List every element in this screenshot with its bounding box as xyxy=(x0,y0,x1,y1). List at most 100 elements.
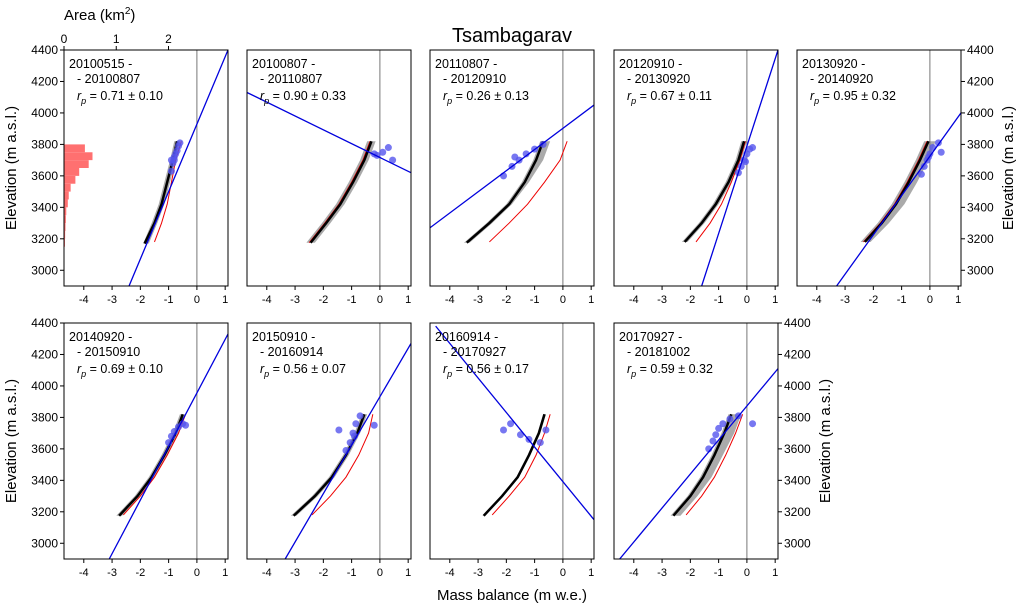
hypsometry-bar xyxy=(64,168,80,176)
x-tick-label: 1 xyxy=(222,294,228,306)
observation-point xyxy=(389,156,397,164)
svg-text:Area (km2): Area (km2) xyxy=(64,6,135,24)
hypsometry-bar xyxy=(64,223,66,231)
regression-line xyxy=(430,104,594,229)
observation-point xyxy=(379,148,387,156)
observation-point xyxy=(726,415,734,423)
x-tick-label: -4 xyxy=(79,567,89,579)
x-tick-label: -3 xyxy=(290,294,300,306)
x-tick-label: -1 xyxy=(347,567,357,579)
x-tick-label: 0 xyxy=(194,567,200,579)
x-tick-label: -1 xyxy=(164,294,174,306)
panel-2: -4 -3 -2 -1 0 1 20100807 -- 20110807 rp = 0.90 … xyxy=(246,49,412,306)
correlation-subscript: p xyxy=(263,96,269,106)
y-axis-label: Elevation (m a.s.l.) xyxy=(3,379,20,503)
correlation-subscript: p xyxy=(630,96,636,106)
y-tick-label: 3000 xyxy=(31,263,58,277)
correlation-symbol: r xyxy=(260,89,265,103)
x-tick-label: -4 xyxy=(262,567,272,579)
observation-point xyxy=(500,426,508,434)
y-tick-label: 4000 xyxy=(31,379,58,393)
model-mean-line xyxy=(683,140,746,243)
observation-point xyxy=(511,153,519,161)
correlation-subscript: p xyxy=(446,96,452,106)
period-end-label: - 20150910 xyxy=(77,345,140,359)
x-tick-label: -3 xyxy=(473,294,483,306)
y-axis-label-right: Elevation (m a.s.l.) xyxy=(817,379,834,503)
panels: -4 -3 -2 -1 0 1 3000 3200 3400 3600 3800 4000 4200 44… xyxy=(3,32,1017,579)
regression-line xyxy=(108,333,228,559)
x-tick-label: -4 xyxy=(629,294,639,306)
y-tick-label-right: 4200 xyxy=(784,347,811,361)
correlation-symbol: r xyxy=(443,362,448,376)
period-start-label: 20100515 - xyxy=(69,57,132,71)
x-tick-label: 1 xyxy=(955,294,961,306)
correlation-label: rp = 0.90 ± 0.33 xyxy=(260,89,346,106)
x-tick-label: 1 xyxy=(772,294,778,306)
y-tick-label: 3200 xyxy=(31,505,58,519)
model-mean-line xyxy=(672,413,733,517)
correlation-subscript: p xyxy=(80,96,86,106)
y-tick-label-right: 3800 xyxy=(967,137,994,151)
observation-point xyxy=(536,439,544,447)
correlation-value: = 0.67 ± 0.11 xyxy=(636,89,712,103)
correlation-value: = 0.71 ± 0.10 xyxy=(86,89,163,103)
y-tick-label: 3600 xyxy=(31,442,58,456)
model-alt-line xyxy=(685,414,744,516)
y-tick-label: 3200 xyxy=(31,232,58,246)
period-start-label: 20140920 - xyxy=(69,330,132,344)
panel-frame xyxy=(246,322,412,560)
y-tick-label: 3800 xyxy=(31,137,58,151)
model-alt-line xyxy=(489,141,568,243)
x-tick-label: -4 xyxy=(812,294,822,306)
plot-area xyxy=(435,323,594,559)
y-tick-label: 4200 xyxy=(31,347,58,361)
correlation-subscript: p xyxy=(813,96,819,106)
y-tick-label: 4000 xyxy=(31,106,58,120)
model-mean-line xyxy=(482,413,546,517)
hypsometry-bar xyxy=(64,199,68,208)
panel-frame xyxy=(613,322,779,560)
panel-9: -4 -3 -2 -1 0 1 3000 3200 3400 3600 3800 4000 4200 44… xyxy=(613,316,834,579)
correlation-subscript: p xyxy=(263,369,269,379)
period-end-label: - 20130920 xyxy=(627,72,690,86)
x-tick-label: -1 xyxy=(897,294,907,306)
x-tick-label: -1 xyxy=(347,294,357,306)
period-start-label: 20130920 - xyxy=(802,57,865,71)
area-axis-label: Area (km xyxy=(64,7,125,24)
x-tick-label: 0 xyxy=(377,567,383,579)
y-tick-label-right: 3200 xyxy=(967,232,994,246)
x-tick-label: -2 xyxy=(501,567,511,579)
panel-6: -4 -3 -2 -1 0 1 3000 3200 3400 3600 3800 4000 4200 44… xyxy=(3,316,229,579)
observation-point xyxy=(929,144,937,152)
panel-1: -4 -3 -2 -1 0 1 3000 3200 3400 3600 3800 4000 4200 44… xyxy=(3,32,229,306)
observation-point xyxy=(749,144,757,152)
x-tick-label: -4 xyxy=(445,294,455,306)
correlation-symbol: r xyxy=(260,362,265,376)
x-tick-label: -3 xyxy=(473,567,483,579)
period-end-label: - 20181002 xyxy=(627,345,690,359)
observation-point xyxy=(542,426,550,434)
hypsometry-bar xyxy=(64,144,85,153)
regression-line xyxy=(619,368,778,559)
hypsometry-bar xyxy=(64,191,69,200)
period-start-label: 20110807 - xyxy=(435,57,497,71)
period-start-label: 20160914 - xyxy=(435,330,498,344)
uncertainty-band xyxy=(860,141,936,242)
correlation-value: = 0.26 ± 0.13 xyxy=(452,89,529,103)
y-tick-label: 3400 xyxy=(31,200,58,214)
uncertainty-band xyxy=(306,141,376,243)
x-tick-label: -2 xyxy=(135,294,145,306)
y-tick-label-right: 3000 xyxy=(784,536,811,550)
correlation-symbol: r xyxy=(627,89,632,103)
plot-area xyxy=(284,323,411,559)
x-tick-label: 1 xyxy=(588,567,594,579)
correlation-symbol: r xyxy=(810,89,815,103)
area-tick-label: 2 xyxy=(165,32,172,46)
plot-area xyxy=(430,50,594,286)
x-tick-label: -3 xyxy=(657,294,667,306)
model-mean-line xyxy=(292,413,366,517)
x-tick-label: -4 xyxy=(79,294,89,306)
model-mean-line xyxy=(465,140,545,244)
observation-point xyxy=(335,426,343,434)
